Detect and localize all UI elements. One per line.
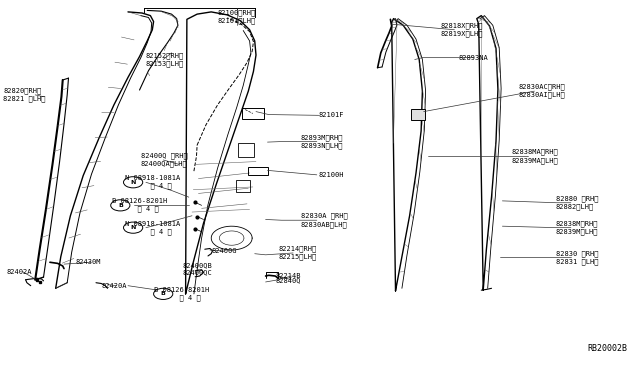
Text: 82880 〈RH〉
82882〈LH〉: 82880 〈RH〉 82882〈LH〉: [556, 195, 598, 210]
Text: RB20002B: RB20002B: [588, 344, 627, 353]
Text: 82830AC〈RH〉
82830AI〈LH〉: 82830AC〈RH〉 82830AI〈LH〉: [518, 84, 565, 99]
Text: 82818X〈RH〉
82819X〈LH〉: 82818X〈RH〉 82819X〈LH〉: [440, 22, 483, 37]
Text: 82214〈RH〉
82215〈LH〉: 82214〈RH〉 82215〈LH〉: [278, 246, 317, 260]
Text: 82830A 〈RH〉
82830AB〈LH〉: 82830A 〈RH〉 82830AB〈LH〉: [301, 213, 348, 228]
Text: 82893M〈RH〉
82893N〈LH〉: 82893M〈RH〉 82893N〈LH〉: [301, 134, 343, 149]
Text: N: N: [131, 225, 136, 230]
Text: 82214B: 82214B: [275, 273, 301, 279]
Circle shape: [124, 177, 143, 188]
Text: B: B: [161, 291, 166, 296]
Text: B 08126-8201H
      〈 4 〉: B 08126-8201H 〈 4 〉: [112, 198, 167, 212]
Text: N: N: [131, 180, 136, 185]
Circle shape: [154, 288, 173, 299]
Bar: [238, 143, 254, 157]
Circle shape: [124, 222, 143, 233]
Text: 82420A: 82420A: [101, 283, 127, 289]
Text: N 08918-1081A
      〈 4 〉: N 08918-1081A 〈 4 〉: [125, 175, 180, 189]
Text: 82820〈RH〉
82821 〈LH〉: 82820〈RH〉 82821 〈LH〉: [3, 87, 45, 102]
Bar: [411, 109, 425, 120]
Text: 82400G: 82400G: [211, 248, 237, 254]
Text: 82101F: 82101F: [319, 112, 344, 118]
Text: 82893NA: 82893NA: [458, 55, 488, 61]
Text: 82100〈RH〉
82101〈LH〉: 82100〈RH〉 82101〈LH〉: [218, 9, 256, 24]
Text: 82830 〈RH〉
82831 〈LH〉: 82830 〈RH〉 82831 〈LH〉: [556, 250, 598, 265]
Bar: [236, 180, 250, 192]
Text: 82400Q 〈RH〉
82400QA〈LH〉: 82400Q 〈RH〉 82400QA〈LH〉: [141, 153, 188, 167]
Text: 82838MA〈RH〉
82839MA〈LH〉: 82838MA〈RH〉 82839MA〈LH〉: [512, 149, 559, 164]
Text: 82402A: 82402A: [6, 269, 32, 275]
Circle shape: [111, 200, 130, 211]
Text: N 08918-1081A
      〈 4 〉: N 08918-1081A 〈 4 〉: [125, 221, 180, 235]
Text: 82838M〈RH〉
82839M〈LH〉: 82838M〈RH〉 82839M〈LH〉: [556, 220, 598, 235]
Text: 82840Q: 82840Q: [275, 277, 301, 283]
Text: B: B: [118, 203, 123, 208]
Text: B 08126-8201H
      〈 4 〉: B 08126-8201H 〈 4 〉: [154, 287, 209, 301]
Text: 82400QB
82400QC: 82400QB 82400QC: [182, 262, 212, 275]
Text: 82152〈RH〉
82153〈LH〉: 82152〈RH〉 82153〈LH〉: [146, 52, 184, 67]
Text: 82430M: 82430M: [76, 259, 101, 265]
Text: 82100H: 82100H: [319, 172, 344, 178]
